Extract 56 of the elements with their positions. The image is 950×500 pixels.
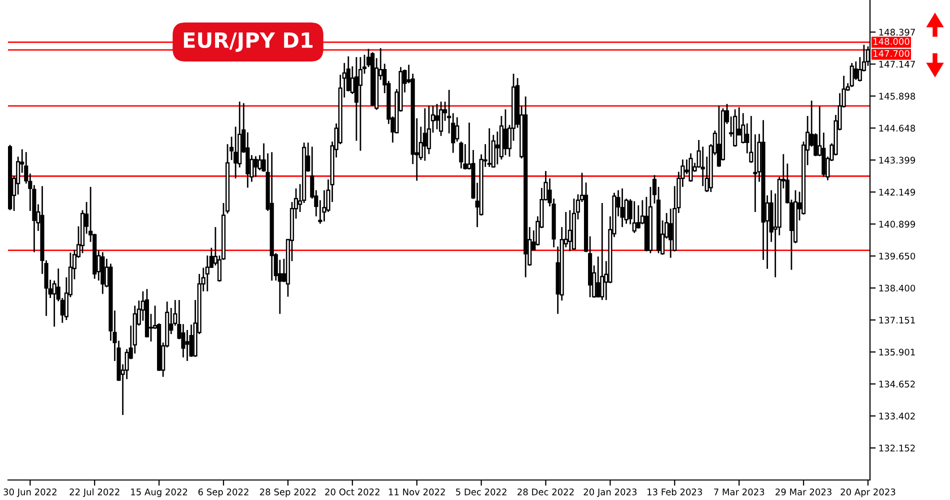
candlestick bbox=[422, 108, 427, 162]
candlestick bbox=[568, 209, 572, 252]
candlestick bbox=[716, 105, 721, 168]
candlestick bbox=[254, 155, 258, 178]
ref-line-label: 147.700 bbox=[874, 50, 910, 57]
candlestick bbox=[632, 200, 636, 234]
y-tick-label: 132.152 bbox=[879, 444, 915, 452]
x-tick-label: 29 Mar 2023 bbox=[776, 488, 832, 496]
candlestick bbox=[434, 103, 440, 130]
x-tick-label: 5 Dec 2022 bbox=[456, 488, 506, 496]
y-tick-label: 135.901 bbox=[879, 348, 915, 356]
candlestick bbox=[358, 56, 362, 152]
x-tick-label: 28 Dec 2022 bbox=[518, 488, 574, 496]
y-tick-label: 142.149 bbox=[879, 188, 916, 196]
candlestick bbox=[438, 100, 444, 137]
candlestick bbox=[459, 140, 464, 170]
candlestick bbox=[753, 134, 758, 213]
candlestick bbox=[850, 62, 854, 88]
y-tick-label: 140.899 bbox=[879, 220, 916, 228]
x-tick-label: 20 Apr 2023 bbox=[840, 488, 896, 498]
candlestick bbox=[205, 254, 210, 292]
x-tick-label: 20 Jan 2023 bbox=[584, 488, 637, 497]
candlestick bbox=[620, 188, 624, 228]
x-tick-label: 22 Jul 2022 bbox=[70, 488, 120, 497]
candlestick bbox=[189, 324, 194, 358]
x-tick-label: 7 Mar 2023 bbox=[714, 488, 764, 496]
candlestick bbox=[185, 329, 190, 362]
x-tick-label: 20 Oct 2022 bbox=[325, 488, 380, 496]
candlestick bbox=[455, 116, 460, 142]
y-tick-label: 147.147 bbox=[879, 60, 915, 68]
x-tick-label: 15 Aug 2022 bbox=[131, 488, 188, 498]
candlestick bbox=[600, 202, 604, 301]
text: EUR/JPY D1 bbox=[184, 32, 313, 52]
y-tick-label: 143.399 bbox=[879, 156, 916, 164]
y-tick-label: 148.397 bbox=[879, 28, 915, 36]
y-tick-label: 139.650 bbox=[879, 252, 916, 260]
y-tick-label: 145.898 bbox=[879, 92, 916, 100]
candlestick bbox=[668, 208, 673, 258]
x-tick-label: 30 Jun 2022 bbox=[4, 488, 56, 497]
candlestick bbox=[181, 323, 186, 358]
candlestick bbox=[463, 143, 468, 170]
ref-line-label: 148.000 bbox=[874, 38, 910, 45]
candlestick bbox=[487, 128, 492, 168]
candlestick bbox=[503, 108, 508, 156]
candlestick bbox=[688, 152, 693, 182]
x-tick-label: 6 Sep 2022 bbox=[198, 488, 248, 498]
y-tick-label: 144.648 bbox=[879, 124, 916, 132]
candlestick bbox=[596, 256, 600, 298]
y-tick-label: 133.402 bbox=[879, 412, 915, 420]
y-tick-label: 137.151 bbox=[879, 316, 915, 324]
x-tick-label: 28 Sep 2022 bbox=[260, 488, 316, 498]
y-tick-label: 134.652 bbox=[879, 380, 915, 388]
y-tick-label: 138.400 bbox=[879, 284, 916, 292]
candlestick bbox=[234, 126, 238, 180]
x-tick-label: 13 Feb 2023 bbox=[648, 488, 702, 496]
x-tick-label: 11 Nov 2022 bbox=[388, 488, 445, 496]
